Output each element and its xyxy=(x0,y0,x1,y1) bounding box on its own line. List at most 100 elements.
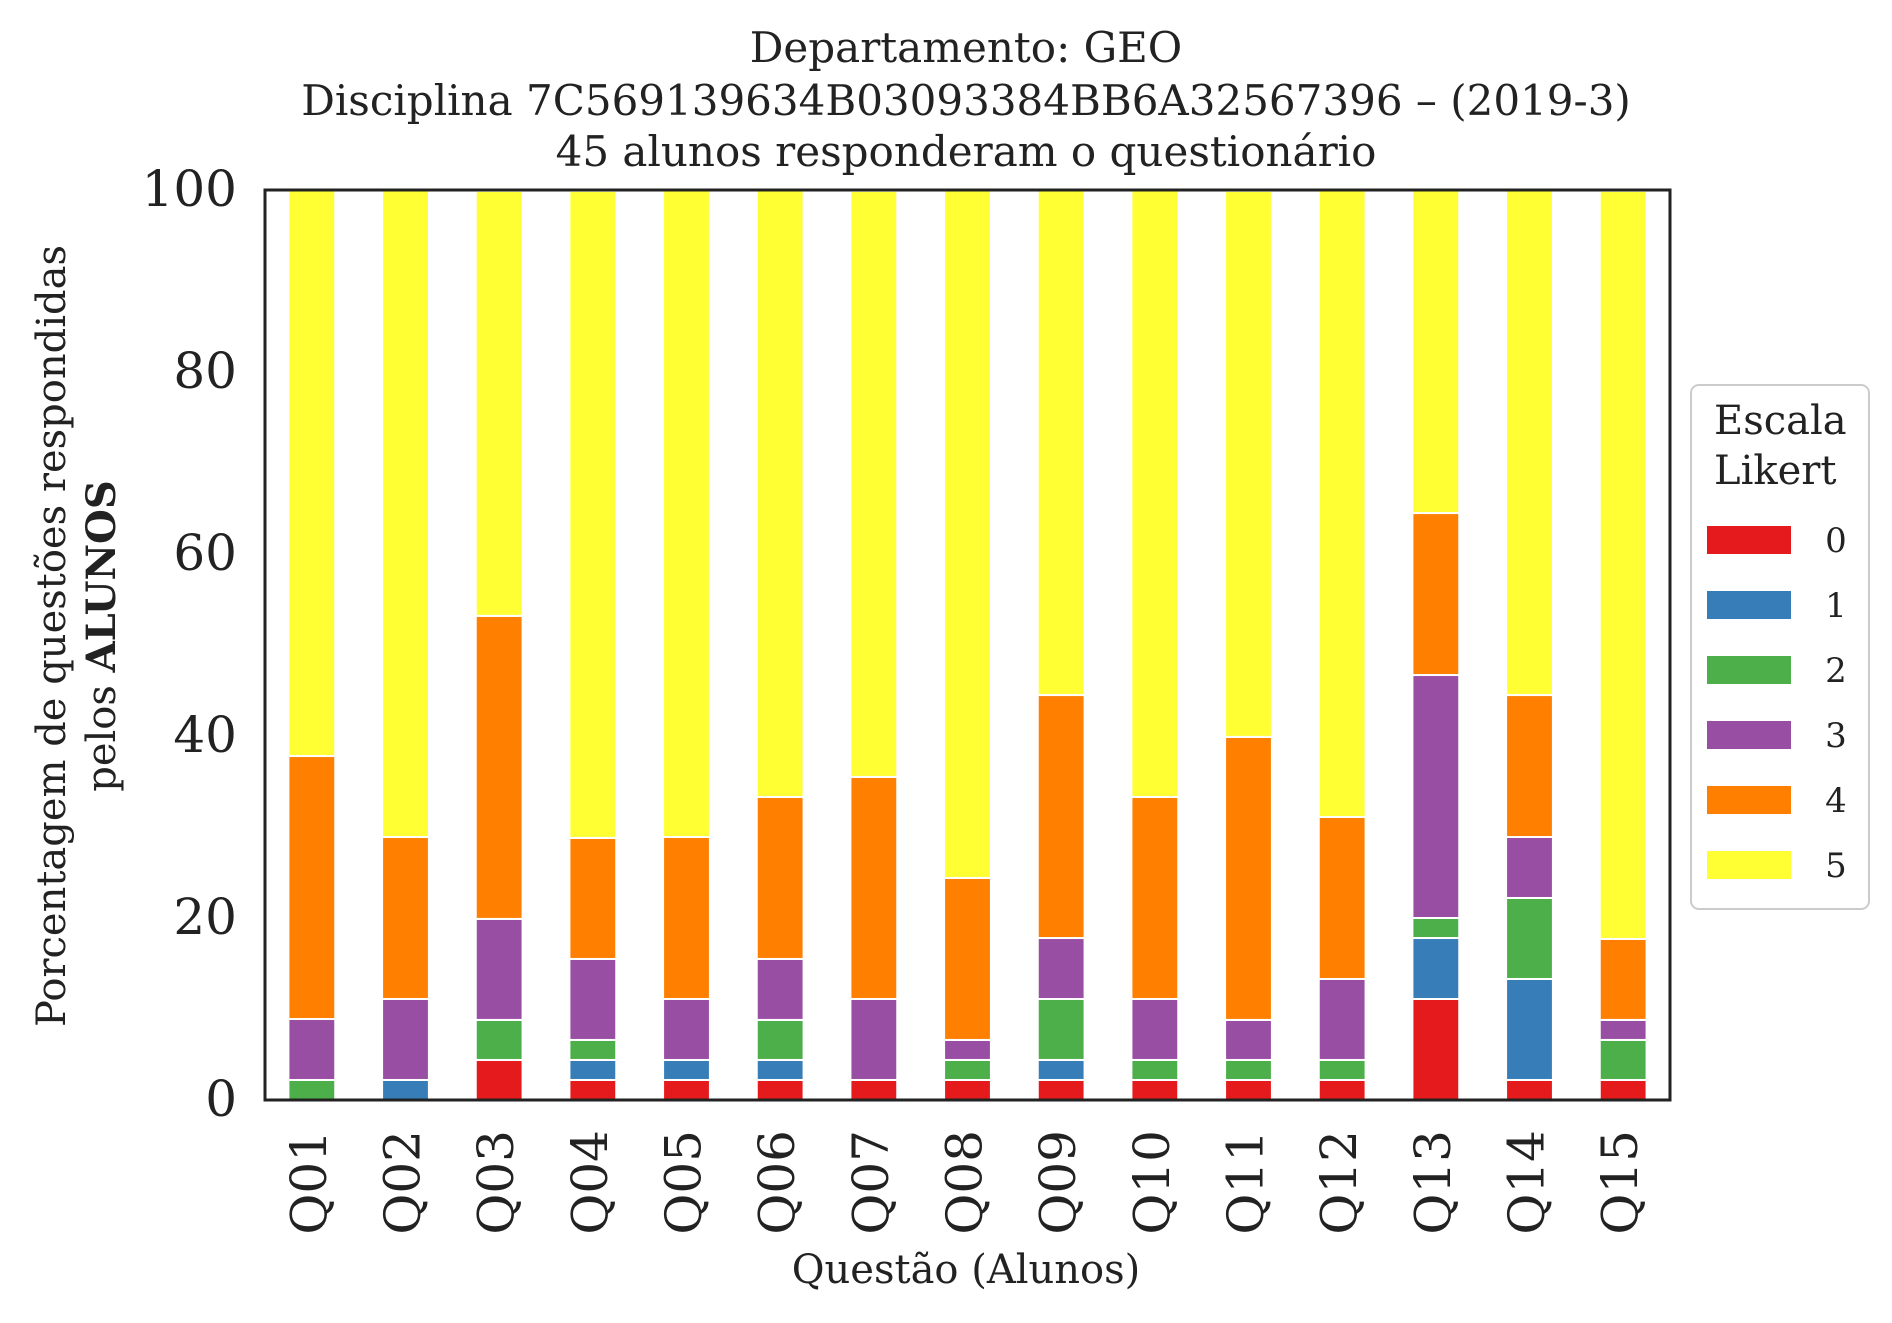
legend-label-5: 5 xyxy=(1825,846,1847,886)
bar-segment-q08-level-4 xyxy=(943,876,992,1041)
bar-segment-q11-level-2 xyxy=(1224,1058,1273,1081)
bar-segment-q14-level-0 xyxy=(1505,1078,1554,1101)
legend-swatch-5 xyxy=(1707,851,1791,879)
bar-segment-q04-level-3 xyxy=(568,957,618,1041)
bar-segment-q07-level-5 xyxy=(849,189,899,778)
x-tick-label: Q10 xyxy=(1123,1130,1181,1235)
legend-label-4: 4 xyxy=(1825,781,1847,821)
x-tick-label: Q04 xyxy=(561,1130,619,1235)
bar-segment-q06-level-2 xyxy=(755,1018,805,1061)
y-axis-ticks: 0 20 40 60 80 100 xyxy=(142,160,237,1128)
bar-segment-q05-level-1 xyxy=(662,1058,711,1081)
bar-segment-q14-level-1 xyxy=(1505,977,1554,1081)
bar-segment-q08-level-3 xyxy=(943,1038,992,1061)
x-tick-label: Q08 xyxy=(936,1130,994,1235)
bar-segment-q03-level-5 xyxy=(474,189,524,617)
bar-segment-q05-level-4 xyxy=(662,836,711,1000)
bar-segment-q01-level-5 xyxy=(287,189,337,758)
bar-segment-q10-level-2 xyxy=(1130,1058,1180,1081)
x-tick-label: Q09 xyxy=(1029,1130,1087,1235)
bar-stacks xyxy=(287,188,1648,1101)
bar-segment-q03-level-3 xyxy=(474,917,524,1021)
bar-segment-q11-level-5 xyxy=(1224,189,1273,738)
bar-segment-q10-level-0 xyxy=(1130,1078,1180,1101)
title-line-3: 45 alunos responderam o questionário xyxy=(556,127,1377,176)
legend-swatch-4 xyxy=(1707,786,1791,814)
bar-segment-q05-level-5 xyxy=(662,189,711,839)
bar-segment-q09-level-4 xyxy=(1036,694,1086,940)
bar-segment-q02-level-1 xyxy=(381,1078,430,1101)
legend-swatch-0 xyxy=(1707,526,1791,554)
bar-segment-q12-level-0 xyxy=(1317,1078,1367,1101)
bar-segment-q01-level-2 xyxy=(287,1078,337,1101)
y-tick-label: 100 xyxy=(142,160,237,218)
y-axis-label: Porcentagem de questões respondidas pelo… xyxy=(29,245,125,1027)
bar-segment-q15-level-2 xyxy=(1598,1038,1648,1081)
x-tick-label: Q13 xyxy=(1404,1130,1462,1235)
bar-segment-q08-level-0 xyxy=(943,1078,992,1101)
bar-segment-q08-level-2 xyxy=(943,1058,992,1081)
x-axis-label: Questão (Alunos) xyxy=(792,1247,1141,1293)
bar-segment-q03-level-2 xyxy=(474,1018,524,1061)
bar-segment-q03-level-4 xyxy=(474,614,524,920)
bar-segment-q14-level-3 xyxy=(1505,836,1554,899)
bar-segment-q13-level-4 xyxy=(1411,512,1461,677)
bar-segment-q07-level-3 xyxy=(849,997,899,1081)
legend-title-line-1: Escala xyxy=(1714,398,1847,444)
x-tick-label: Q03 xyxy=(467,1130,525,1235)
y-axis-label-prefix: pelos xyxy=(79,672,125,791)
bar-segment-q05-level-0 xyxy=(662,1078,711,1101)
title-line-2: Disciplina 7C569139634B03093384BB6A32567… xyxy=(301,76,1631,125)
y-axis-label-bold: ALUNOS xyxy=(78,480,125,673)
bar-segment-q06-level-3 xyxy=(755,957,805,1021)
bar-segment-q02-level-3 xyxy=(381,997,430,1081)
y-tick-label: 0 xyxy=(205,1070,237,1128)
bar-segment-q09-level-5 xyxy=(1036,188,1086,697)
bar-segment-q02-level-4 xyxy=(381,836,430,1000)
legend-label-3: 3 xyxy=(1825,716,1847,756)
bar-segment-q09-level-2 xyxy=(1036,997,1086,1061)
y-tick-label: 20 xyxy=(173,888,237,946)
bar-segment-q04-level-2 xyxy=(568,1038,618,1061)
bar-segment-q06-level-5 xyxy=(755,189,805,798)
bar-segment-q14-level-4 xyxy=(1505,694,1554,839)
bar-segment-q13-level-1 xyxy=(1411,937,1461,1000)
bar-segment-q04-level-0 xyxy=(568,1078,618,1101)
x-tick-label: Q14 xyxy=(1498,1130,1556,1235)
bar-segment-q06-level-0 xyxy=(755,1078,805,1101)
title-line-1: Departamento: GEO xyxy=(750,23,1183,72)
legend-swatch-3 xyxy=(1707,721,1791,749)
y-tick-label: 40 xyxy=(173,706,237,764)
x-tick-label: Q06 xyxy=(748,1130,806,1235)
bar-segment-q15-level-4 xyxy=(1598,937,1648,1021)
legend-label-1: 1 xyxy=(1825,586,1847,626)
bar-segment-q02-level-5 xyxy=(381,189,430,839)
bar-segment-q12-level-2 xyxy=(1317,1058,1367,1081)
legend-label-2: 2 xyxy=(1825,651,1847,691)
bar-segment-q06-level-4 xyxy=(755,795,805,960)
bar-segment-q05-level-3 xyxy=(662,997,711,1061)
bar-segment-q15-level-3 xyxy=(1598,1018,1648,1041)
y-tick-label: 80 xyxy=(173,342,237,400)
x-tick-label: Q15 xyxy=(1591,1130,1649,1235)
bar-segment-q10-level-4 xyxy=(1130,795,1180,1000)
bar-segment-q04-level-4 xyxy=(568,836,618,960)
bar-segment-q12-level-3 xyxy=(1317,977,1367,1061)
bar-segment-q07-level-0 xyxy=(849,1078,899,1101)
plot-area-frame xyxy=(263,188,1672,1102)
bar-segment-q12-level-5 xyxy=(1317,189,1367,818)
bar-segment-q09-level-3 xyxy=(1036,937,1086,1000)
bar-segment-q09-level-1 xyxy=(1036,1058,1086,1081)
bar-segment-q15-level-0 xyxy=(1598,1078,1648,1101)
y-axis-label-line-2: pelos ALUNOS xyxy=(78,480,125,792)
legend-label-0: 0 xyxy=(1825,521,1847,561)
y-tick-label: 60 xyxy=(173,524,237,582)
bar-segment-q15-level-5 xyxy=(1598,189,1648,940)
y-axis-label-line-1: Porcentagem de questões respondidas xyxy=(29,245,75,1027)
bar-segment-q08-level-5 xyxy=(943,189,992,879)
bar-segment-q14-level-5 xyxy=(1505,188,1554,697)
bar-segment-q04-level-1 xyxy=(568,1058,618,1081)
bar-segment-q13-level-0 xyxy=(1411,997,1461,1101)
bar-segment-q11-level-0 xyxy=(1224,1078,1273,1101)
